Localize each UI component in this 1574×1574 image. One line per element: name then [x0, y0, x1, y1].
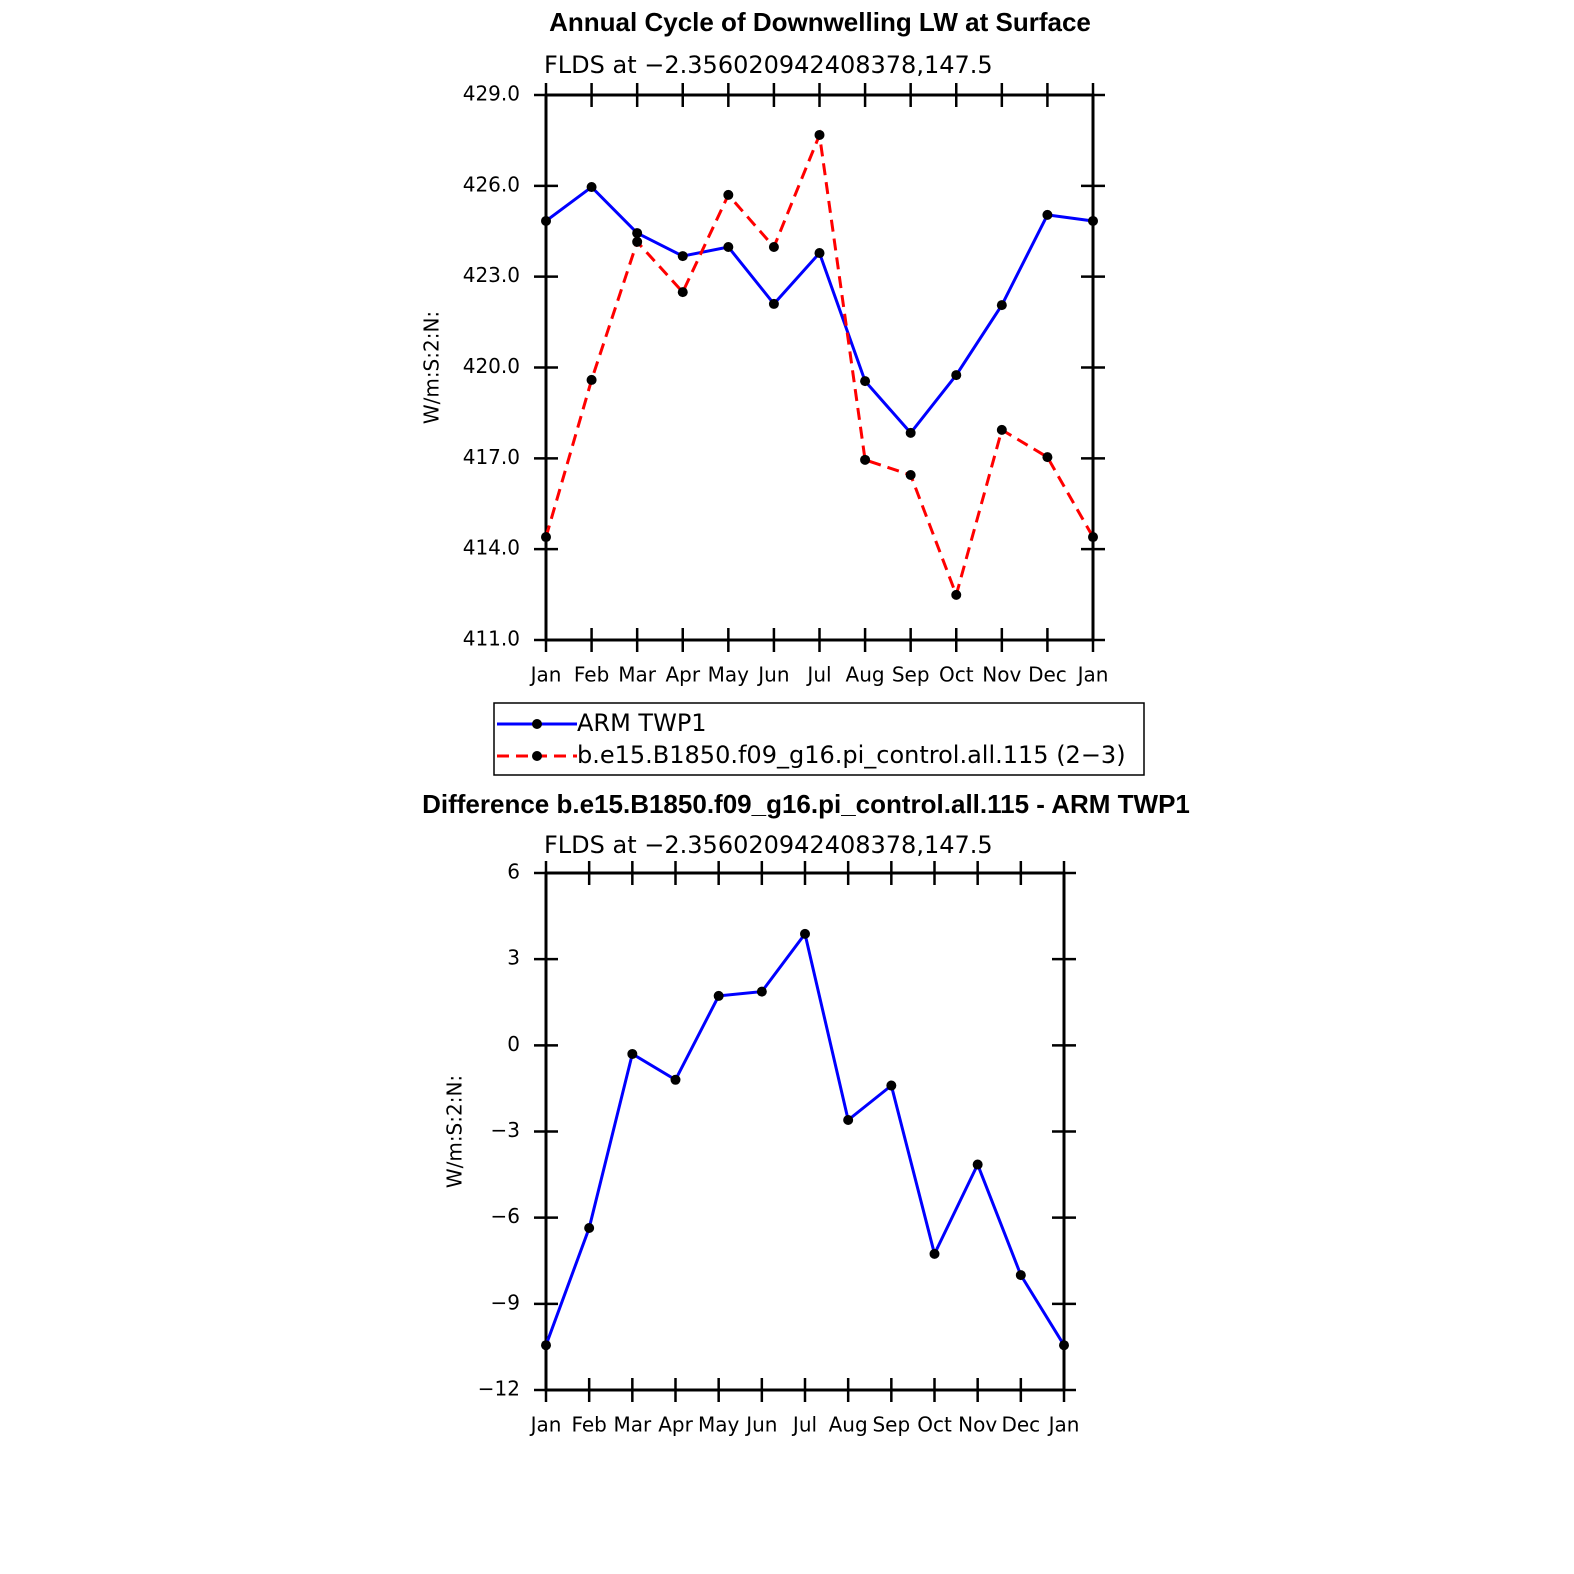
y-tick-label: 0 — [507, 1032, 520, 1056]
x-tick-label: Jul — [805, 663, 831, 687]
data-point — [723, 189, 734, 200]
data-point — [860, 454, 871, 465]
plot-frame — [544, 93, 1095, 642]
data-point — [632, 228, 643, 239]
y-tick-label: 411.0 — [463, 627, 520, 651]
data-point — [586, 374, 597, 385]
data-point — [541, 532, 551, 543]
x-tick-label: Oct — [939, 663, 974, 687]
data-point — [951, 370, 962, 381]
data-point — [905, 469, 916, 480]
chart-title: Difference b.e15.B1850.f09_g16.pi_contro… — [422, 789, 1190, 819]
y-tick-label: 429.0 — [463, 82, 520, 106]
data-point — [756, 986, 767, 997]
data-point — [677, 287, 688, 298]
x-tick-label: Jun — [756, 663, 789, 687]
plot-frame — [544, 871, 1066, 1392]
data-point — [768, 298, 779, 309]
data-point — [843, 1115, 854, 1126]
chart-subtitle: FLDS at −2.356020942408378,147.5 — [544, 51, 993, 79]
series-line — [544, 930, 1066, 1346]
data-point — [584, 1223, 595, 1234]
y-tick-label: 426.0 — [463, 172, 520, 196]
x-tick-label: Feb — [571, 1413, 606, 1437]
x-tick-label: Sep — [892, 663, 930, 687]
data-point — [1088, 215, 1098, 226]
x-tick-label: Dec — [1028, 663, 1067, 687]
x-tick-label: Jun — [744, 1413, 777, 1437]
data-point — [814, 248, 825, 259]
legend-box — [493, 702, 1145, 776]
data-point — [905, 427, 916, 438]
y-tick-label: 423.0 — [463, 263, 520, 287]
y-tick-label: 3 — [507, 946, 520, 970]
series-line — [544, 129, 1095, 600]
y-tick-label: −12 — [478, 1377, 520, 1401]
x-tick-label: Oct — [917, 1413, 952, 1437]
series-line — [545, 185, 1094, 436]
x-tick-label: Apr — [658, 1413, 693, 1437]
y-tick-label: 414.0 — [463, 536, 520, 560]
data-point — [996, 300, 1007, 311]
x-tick-label: Feb — [574, 663, 609, 687]
data-point — [951, 589, 962, 600]
data-point — [713, 990, 724, 1001]
data-point — [723, 241, 734, 252]
y-axis-label: W/m:S:2:N: — [420, 311, 444, 424]
data-point — [800, 928, 810, 939]
y-tick-label: −6 — [491, 1204, 520, 1228]
x-tick-label: Sep — [872, 1413, 910, 1437]
x-tick-label: Jan — [529, 1413, 562, 1437]
data-point — [627, 1048, 638, 1059]
x-tick-label: Jan — [1047, 1413, 1080, 1437]
x-tick-label: Aug — [846, 663, 885, 687]
data-point — [996, 424, 1007, 435]
data-point — [541, 215, 551, 226]
data-point — [586, 182, 597, 193]
data-point — [972, 1159, 983, 1170]
data-point — [886, 1080, 897, 1091]
chart-title: Annual Cycle of Downwelling LW at Surfac… — [549, 7, 1091, 37]
legend-marker — [532, 751, 542, 761]
data-point — [670, 1074, 681, 1085]
y-tick-label: 6 — [507, 860, 520, 884]
chart-subtitle: FLDS at −2.356020942408378,147.5 — [544, 831, 993, 859]
data-point — [677, 251, 688, 262]
data-point — [632, 236, 643, 247]
data-point — [541, 1340, 551, 1351]
legend-label: ARM TWP1 — [577, 709, 707, 737]
y-tick-label: −9 — [491, 1290, 520, 1314]
legend-label: b.e15.B1850.f09_g16.pi_control.all.115 (… — [577, 741, 1126, 769]
x-tick-label: Mar — [613, 1413, 652, 1437]
data-point — [1042, 452, 1053, 463]
y-tick-label: −3 — [491, 1118, 520, 1142]
data-point — [1088, 532, 1098, 543]
legend-marker — [532, 719, 542, 729]
y-tick-label: 420.0 — [463, 354, 520, 378]
y-tick-label: 417.0 — [463, 445, 520, 469]
x-tick-label: May — [708, 663, 750, 687]
y-axis-label: W/m:S:2:N: — [443, 1075, 467, 1188]
data-point — [860, 376, 871, 387]
x-tick-label: Apr — [665, 663, 700, 687]
x-tick-label: Jul — [791, 1413, 817, 1437]
data-point — [1059, 1340, 1069, 1351]
data-point — [768, 241, 779, 252]
x-tick-label: Jan — [529, 663, 562, 687]
x-tick-label: Nov — [958, 1413, 997, 1437]
data-point — [1042, 209, 1053, 220]
x-tick-label: Dec — [1001, 1413, 1040, 1437]
x-tick-label: Aug — [829, 1413, 868, 1437]
data-point — [814, 129, 825, 140]
data-point — [929, 1248, 940, 1259]
x-tick-label: Jan — [1076, 663, 1109, 687]
x-tick-label: May — [698, 1413, 740, 1437]
data-point — [1015, 1270, 1026, 1281]
x-tick-label: Nov — [982, 663, 1021, 687]
x-tick-label: Mar — [618, 663, 657, 687]
